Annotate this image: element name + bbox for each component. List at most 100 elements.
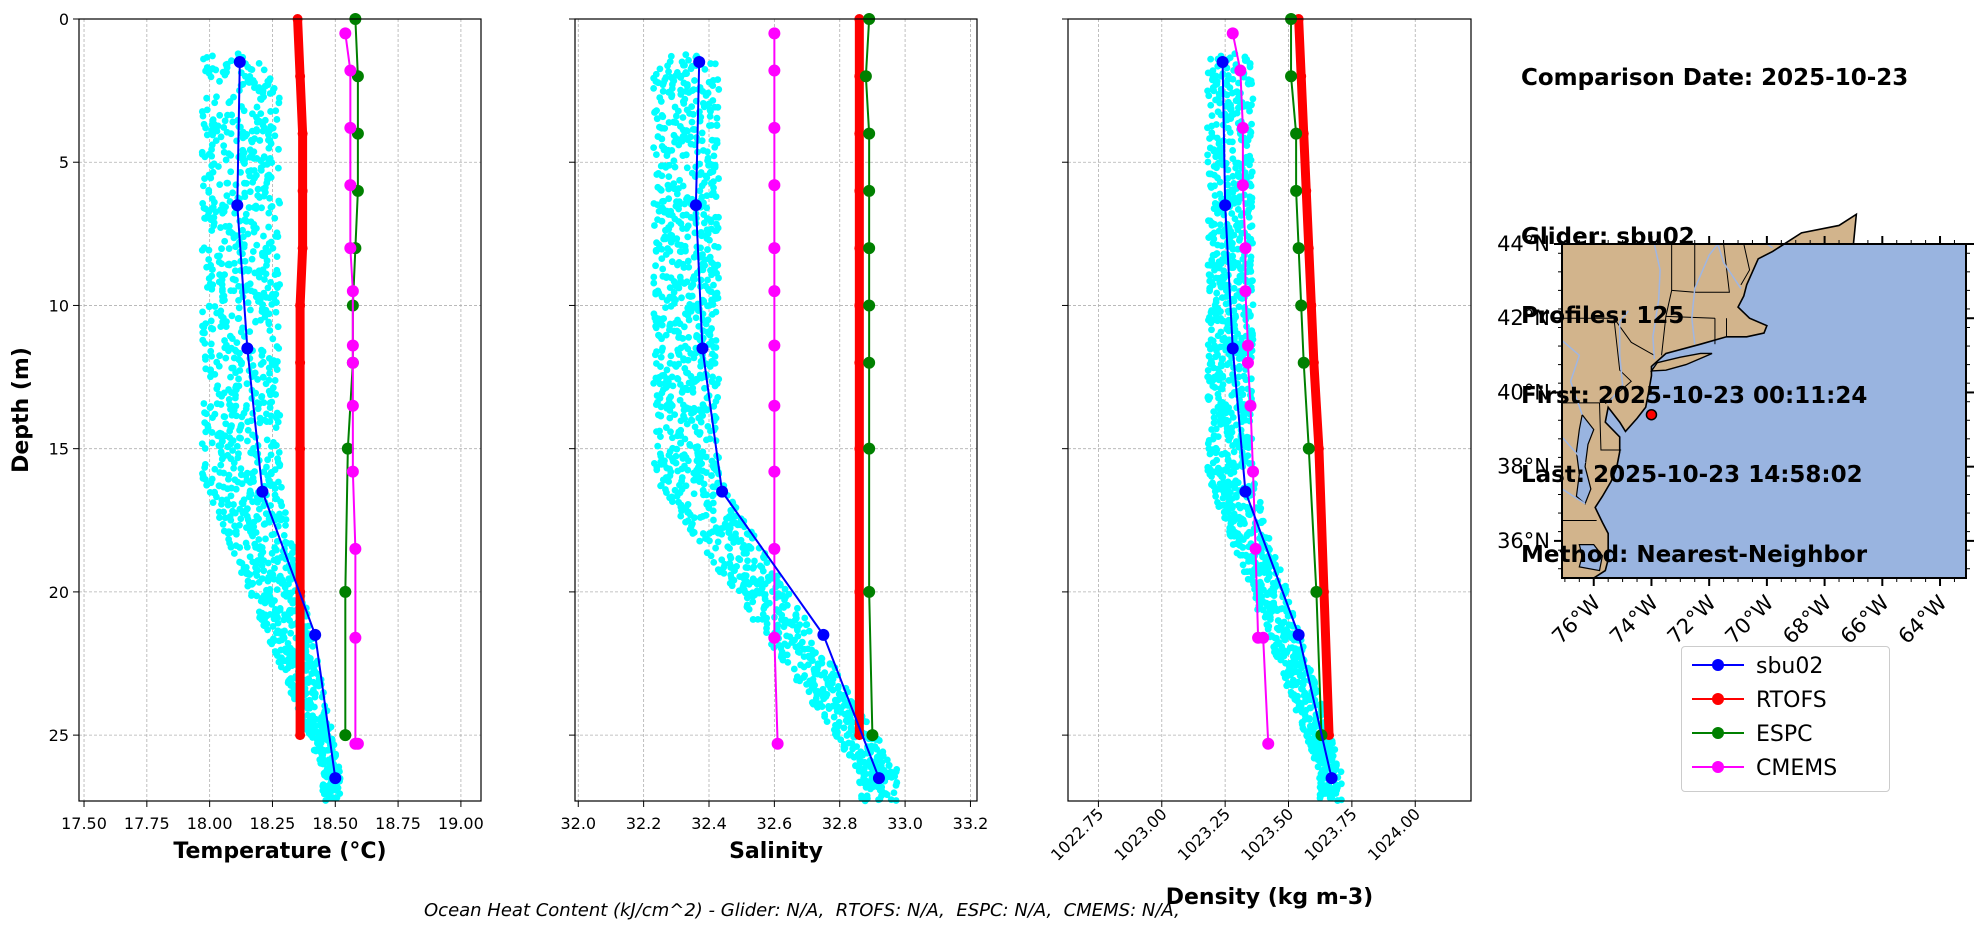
scatter-point <box>252 205 260 212</box>
series-point-cmems <box>1249 542 1262 555</box>
scatter-point <box>706 106 714 114</box>
scatter-point <box>687 283 695 291</box>
scatter-point <box>203 481 211 489</box>
river <box>1717 243 1742 289</box>
scatter-point <box>1243 102 1251 110</box>
x-tick-label: 19.00 <box>438 814 484 833</box>
scatter-point <box>708 296 716 304</box>
scatter-point <box>1204 158 1212 166</box>
scatter-point <box>237 154 245 162</box>
scatter-point <box>657 162 665 170</box>
series-point-cmems <box>768 242 781 255</box>
scatter-point <box>1239 391 1247 398</box>
scatter-point <box>704 276 711 284</box>
scatter-point <box>666 247 674 255</box>
scatter-point <box>1297 661 1305 669</box>
scatter-point <box>1222 401 1230 409</box>
scatter-point <box>650 273 658 281</box>
scatter-point <box>222 354 230 362</box>
scatter-point <box>1207 101 1215 109</box>
scatter-point <box>226 98 234 105</box>
scatter-point <box>656 185 664 193</box>
scatter-point <box>1256 498 1264 506</box>
scatter-point <box>222 420 230 428</box>
scatter-point <box>250 523 258 531</box>
scatter-point <box>893 766 901 773</box>
scatter-point <box>650 144 658 152</box>
scatter-point <box>675 318 682 326</box>
scatter-point <box>238 288 246 296</box>
scatter-point <box>805 627 813 635</box>
scatter-point <box>732 530 739 538</box>
scatter-point <box>658 321 666 329</box>
series-point-sbu02 <box>1325 772 1338 785</box>
scatter-point <box>258 204 265 212</box>
scatter-point <box>215 482 223 490</box>
scatter-point <box>814 662 822 670</box>
scatter-point <box>240 241 248 249</box>
scatter-point <box>1275 626 1283 634</box>
scatter-point <box>230 464 238 472</box>
scatter-point <box>666 414 674 422</box>
scatter-point <box>262 270 270 278</box>
scatter-point <box>206 404 214 411</box>
scatter-point <box>217 461 225 469</box>
scatter-point <box>282 538 289 546</box>
scatter-point <box>1213 289 1221 297</box>
scatter-point <box>263 261 270 269</box>
scatter-point <box>332 783 340 790</box>
series-point-cmems <box>346 285 359 298</box>
scatter-point <box>702 172 710 180</box>
scatter-point <box>808 639 815 647</box>
series-point-espc <box>1295 299 1308 312</box>
series-point-cmems <box>1239 242 1252 255</box>
scatter-point <box>690 354 698 362</box>
scatter-point <box>260 124 268 132</box>
scatter-point <box>709 97 717 104</box>
scatter-point <box>217 307 225 315</box>
first-time: First: 2025-10-23 00:11:24 <box>1521 382 1868 409</box>
scatter-point <box>333 794 341 801</box>
scatter-point <box>209 325 217 333</box>
scatter-point <box>225 471 233 479</box>
series-point-cmems <box>768 64 781 77</box>
legend-item-sbu02: sbu02 <box>1690 651 1885 681</box>
scatter-point <box>783 651 791 659</box>
scatter-point <box>225 150 233 158</box>
scatter-point <box>709 168 717 176</box>
scatter-point <box>1227 409 1235 417</box>
scatter-point <box>655 207 663 215</box>
scatter-point <box>261 520 269 528</box>
scatter-point <box>205 69 213 77</box>
scatter-point <box>1207 55 1215 63</box>
scatter-point <box>1212 444 1220 452</box>
scatter-point <box>847 726 855 734</box>
scatter-point <box>253 118 261 126</box>
series-line-sbu02 <box>694 61 880 779</box>
scatter-point <box>1204 69 1212 77</box>
scatter-point <box>246 188 254 196</box>
scatter-point <box>705 501 713 509</box>
scatter-point <box>679 386 687 393</box>
scatter-point <box>711 143 719 151</box>
scatter-point <box>266 194 273 202</box>
scatter-point <box>249 362 257 369</box>
scatter-point <box>275 99 283 107</box>
scatter-point <box>260 192 268 200</box>
scatter-point <box>230 501 237 508</box>
series-point-espc <box>863 242 876 255</box>
scatter-point <box>258 305 266 312</box>
scatter-point <box>227 228 235 236</box>
scatter-point <box>677 86 684 94</box>
scatter-point <box>859 750 867 758</box>
scatter-point <box>203 53 211 61</box>
scatter-point <box>667 428 674 436</box>
scatter-point <box>682 51 690 59</box>
series-point-rtofs <box>297 128 308 139</box>
scatter-point <box>672 72 680 79</box>
scatter-point <box>215 278 223 286</box>
scatter-point <box>199 472 207 480</box>
lat-label: 40°N <box>1497 380 1550 404</box>
scatter-point <box>222 323 230 331</box>
scatter-point <box>311 693 319 701</box>
